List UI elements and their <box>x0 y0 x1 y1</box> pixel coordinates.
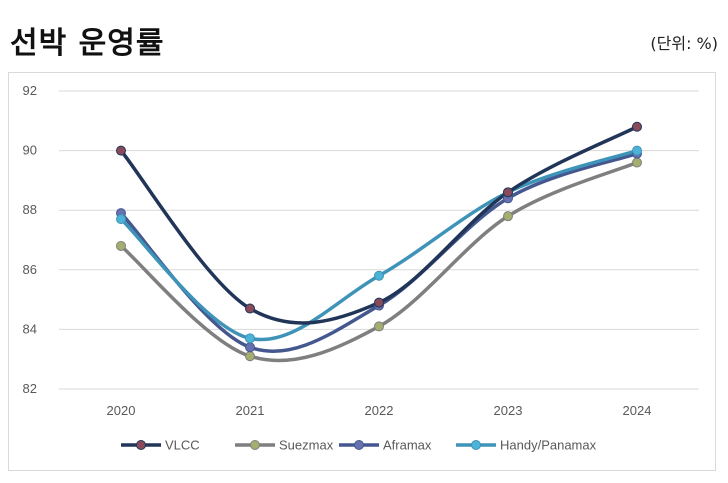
legend-item: Aframax <box>339 438 432 453</box>
legend-label: Handy/Panamax <box>500 438 597 453</box>
data-point <box>632 121 642 132</box>
data-point <box>632 145 642 156</box>
legend-item: VLCC <box>121 438 200 453</box>
legend-label: Aframax <box>383 438 432 453</box>
legend-swatch-marker <box>471 440 481 450</box>
legend-item: Suezmax <box>235 438 334 453</box>
data-point <box>374 270 384 281</box>
data-point <box>116 240 126 251</box>
data-point <box>503 211 513 222</box>
data-point <box>245 303 255 314</box>
x-axis-ticks: 2020 2021 2022 2023 2024 <box>107 403 652 418</box>
legend-label: Suezmax <box>279 438 334 453</box>
data-point <box>503 187 513 198</box>
data-point <box>245 351 255 362</box>
legend-swatch-marker <box>136 440 146 450</box>
legend: VLCC Suezmax Aframax Handy/Panamax <box>121 438 597 453</box>
series-line-handy-panamax <box>119 148 639 342</box>
legend-swatch-marker <box>250 440 260 450</box>
x-tick-label: 2020 <box>107 403 136 418</box>
y-axis-ticks: 82 84 86 88 90 92 <box>23 83 37 396</box>
legend-label: VLCC <box>165 438 200 453</box>
unit-label: (단위: %) <box>650 34 718 53</box>
y-tick-label: 88 <box>23 202 37 217</box>
x-tick-label: 2023 <box>494 403 523 418</box>
legend-swatch-marker <box>354 440 364 450</box>
y-tick-label: 90 <box>23 143 37 158</box>
data-point <box>116 214 126 225</box>
page-title: 선박 운영률 <box>10 26 165 61</box>
legend-item: Handy/Panamax <box>456 438 597 453</box>
x-tick-label: 2021 <box>236 403 265 418</box>
series-markers <box>116 121 642 362</box>
data-point <box>116 145 126 156</box>
y-tick-label: 86 <box>23 262 37 277</box>
chart-container: 82 84 86 88 90 92 2020 2021 2022 2023 2024 VLCC Su… <box>8 72 716 471</box>
y-tick-label: 82 <box>23 381 37 396</box>
data-point <box>374 321 384 332</box>
y-tick-label: 84 <box>23 321 37 336</box>
x-tick-label: 2024 <box>623 403 652 418</box>
data-point <box>374 297 384 308</box>
y-tick-label: 92 <box>23 83 37 98</box>
data-point <box>632 157 642 168</box>
data-point <box>245 342 255 353</box>
x-tick-label: 2022 <box>365 403 394 418</box>
data-point <box>245 333 255 344</box>
grid-lines <box>59 90 699 390</box>
line-chart: 82 84 86 88 90 92 2020 2021 2022 2023 2024 VLCC Su… <box>23 83 699 453</box>
series-line-vlcc <box>119 125 639 325</box>
